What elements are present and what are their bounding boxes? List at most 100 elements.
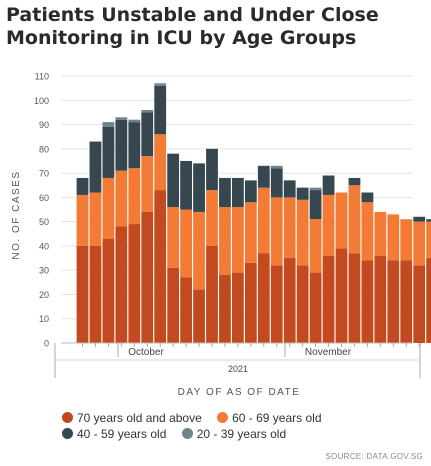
bar-segment <box>219 177 231 208</box>
y-tick-label: 70 <box>39 169 49 179</box>
bar-segment <box>115 117 128 120</box>
bar-segment <box>322 255 335 343</box>
legend-item[interactable]: 60 - 69 years old <box>217 410 322 426</box>
bar-segment <box>154 134 167 191</box>
bar-segment <box>387 260 400 343</box>
bar-segment <box>219 207 231 276</box>
bar-segment <box>102 122 115 127</box>
bar-segment <box>257 253 270 343</box>
bar-segment <box>413 221 426 266</box>
bar-segment <box>374 211 387 256</box>
y-axis-ticks: 0 10 20 30 40 50 60 70 80 90 100 110 <box>34 72 49 349</box>
bar-segment <box>232 272 244 343</box>
legend-label: 20 - 39 years old <box>196 427 287 441</box>
legend-label: 60 - 69 years old <box>232 411 322 425</box>
bar-segment <box>180 209 192 278</box>
bar-segment <box>322 175 335 195</box>
bar-segment <box>141 109 154 113</box>
bar-segment <box>413 265 426 343</box>
bar-segment <box>270 168 283 198</box>
bar-segment <box>89 192 102 246</box>
bar-segment <box>348 253 361 343</box>
bar-segment <box>426 258 431 343</box>
bar-segment <box>115 119 128 171</box>
source-note: SOURCE: DATA.GOV.SG <box>325 452 423 461</box>
legend: 70 years old and above 60 - 69 years old… <box>62 410 427 442</box>
y-tick-label: 110 <box>35 72 49 82</box>
bar-segment <box>270 265 283 343</box>
bar-segment <box>426 219 431 222</box>
bar-segment <box>193 211 205 290</box>
bar-segment <box>102 177 115 239</box>
bar-segment <box>387 214 400 261</box>
legend-item[interactable]: 70 years old and above <box>62 410 202 426</box>
y-tick-label: 10 <box>39 314 49 324</box>
bar-segment <box>232 207 244 273</box>
y-tick-label: 50 <box>39 217 49 227</box>
legend-swatch <box>217 412 229 423</box>
bar-segment <box>400 219 413 261</box>
bar-segment <box>322 194 335 256</box>
bar-segment <box>167 153 180 208</box>
year-label: 2021 <box>228 364 248 374</box>
bar-segment <box>283 180 296 198</box>
legend-swatch <box>62 428 73 439</box>
bar-segment <box>413 216 426 222</box>
legend-label: 40 - 59 years old <box>77 427 167 441</box>
y-tick-label: 90 <box>39 120 49 130</box>
bar-segment <box>361 260 374 343</box>
y-axis-label: NO. OF CASES <box>11 170 22 259</box>
legend-item[interactable]: 40 - 59 years old <box>62 426 166 442</box>
bar-segment <box>167 207 180 268</box>
bar-segment <box>283 197 296 259</box>
bar-segment <box>141 156 154 212</box>
legend-item[interactable]: 20 - 39 years old <box>181 426 287 442</box>
x-tick-label: November <box>305 347 352 358</box>
bar-segment <box>115 226 128 343</box>
chart-title: Patients Unstable and Under Close Monito… <box>6 4 379 49</box>
bar-segment <box>128 122 141 169</box>
bar-segment <box>232 177 244 208</box>
bar-segment <box>89 141 102 193</box>
bar-segment <box>283 258 296 343</box>
bar-segment <box>115 170 128 227</box>
bar-segment <box>89 245 102 343</box>
bar-segment <box>193 289 205 343</box>
y-tick-label: 40 <box>39 241 49 251</box>
bar-segment <box>141 112 154 157</box>
bar-segment <box>102 126 115 178</box>
bar-segment <box>296 187 309 200</box>
bar-segment <box>348 185 361 254</box>
bar-segment <box>167 267 180 343</box>
bar-segment <box>219 275 231 343</box>
bar-segment <box>76 194 89 246</box>
y-tick-label: 100 <box>34 96 49 106</box>
bar-segment <box>180 277 192 343</box>
y-tick-label: 60 <box>39 193 49 203</box>
x-axis-label: DAY OF AS OF DATE <box>178 387 301 398</box>
x-axis: October November 2021 <box>54 342 421 378</box>
bar-segment <box>270 165 283 169</box>
y-tick-label: 20 <box>39 290 49 300</box>
bar-segment <box>141 211 154 343</box>
bar-segment <box>270 197 283 266</box>
bar-segment <box>309 272 322 343</box>
legend-label: 70 years old and above <box>77 411 202 425</box>
bar-segment <box>309 190 322 220</box>
bar-segment <box>257 187 270 254</box>
bar-segment <box>296 265 309 343</box>
bar-segment <box>335 248 348 343</box>
bar-segment <box>296 199 309 266</box>
bar-segment <box>128 224 141 343</box>
bar-segment <box>128 119 141 123</box>
bar-segment <box>206 190 218 246</box>
bar-segment <box>361 202 374 261</box>
bar-segment <box>348 177 361 186</box>
bar-segment <box>400 260 413 343</box>
bar-segment <box>244 180 257 203</box>
bar-segment <box>180 160 192 210</box>
bar-segment <box>154 83 167 86</box>
bar-segment <box>244 262 257 343</box>
legend-swatch <box>181 428 193 439</box>
